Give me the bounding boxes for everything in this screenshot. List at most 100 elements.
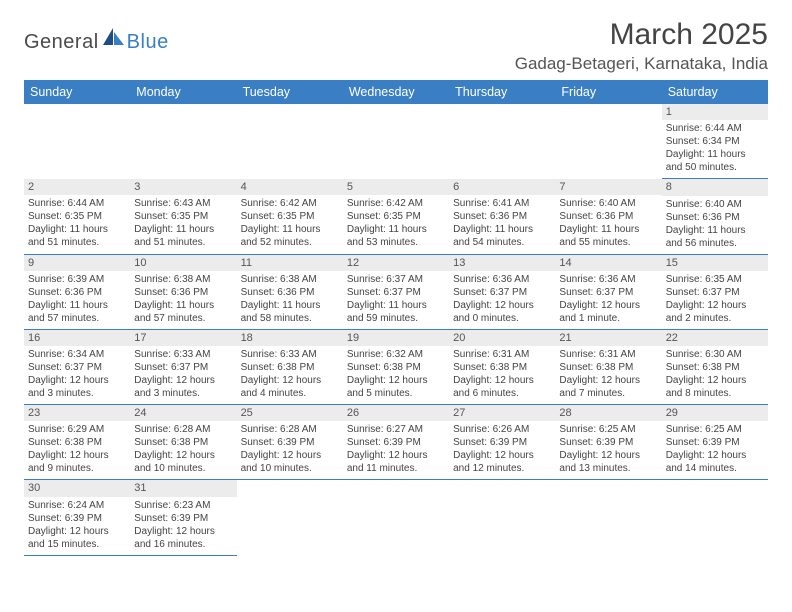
daylight-line: Daylight: 11 hours and 58 minutes. — [241, 299, 339, 325]
calendar-day-cell — [237, 104, 343, 179]
header: General Blue March 2025 Gadag-Betageri, … — [24, 18, 768, 74]
calendar-day-cell: 27Sunrise: 6:26 AMSunset: 6:39 PMDayligh… — [449, 405, 555, 480]
sunset-line: Sunset: 6:36 PM — [559, 210, 657, 223]
day-number: 6 — [449, 179, 555, 195]
day-number: 29 — [662, 405, 768, 421]
calendar-week-row: 30Sunrise: 6:24 AMSunset: 6:39 PMDayligh… — [24, 480, 768, 555]
sunrise-line: Sunrise: 6:30 AM — [666, 348, 764, 361]
calendar-day-cell: 22Sunrise: 6:30 AMSunset: 6:38 PMDayligh… — [662, 329, 768, 404]
day-number: 31 — [130, 480, 236, 496]
sunset-line: Sunset: 6:38 PM — [559, 361, 657, 374]
sunset-line: Sunset: 6:36 PM — [666, 211, 764, 224]
sunset-line: Sunset: 6:39 PM — [559, 436, 657, 449]
daylight-line: Daylight: 12 hours and 14 minutes. — [666, 449, 764, 475]
daylight-line: Daylight: 12 hours and 13 minutes. — [559, 449, 657, 475]
sail-icon — [103, 28, 125, 51]
sunrise-line: Sunrise: 6:44 AM — [28, 197, 126, 210]
sunset-line: Sunset: 6:35 PM — [347, 210, 445, 223]
sunset-line: Sunset: 6:35 PM — [134, 210, 232, 223]
sunset-line: Sunset: 6:39 PM — [241, 436, 339, 449]
calendar-week-row: 16Sunrise: 6:34 AMSunset: 6:37 PMDayligh… — [24, 329, 768, 404]
calendar-day-cell: 13Sunrise: 6:36 AMSunset: 6:37 PMDayligh… — [449, 254, 555, 329]
weekday-header-row: SundayMondayTuesdayWednesdayThursdayFrid… — [24, 80, 768, 104]
calendar-day-cell: 19Sunrise: 6:32 AMSunset: 6:38 PMDayligh… — [343, 329, 449, 404]
day-number: 19 — [343, 330, 449, 346]
day-number: 26 — [343, 405, 449, 421]
calendar-day-cell: 1 Sunrise: 6:44 AMSunset: 6:34 PMDaylight… — [662, 104, 768, 179]
calendar-day-cell: 2Sunrise: 6:44 AMSunset: 6:35 PMDaylight… — [24, 179, 130, 254]
day-number: 14 — [555, 255, 661, 271]
sunrise-line: Sunrise: 6:36 AM — [559, 273, 657, 286]
calendar-week-row: 23Sunrise: 6:29 AMSunset: 6:38 PMDayligh… — [24, 405, 768, 480]
day-number: 21 — [555, 330, 661, 346]
sunset-line: Sunset: 6:37 PM — [347, 286, 445, 299]
daylight-line: Daylight: 12 hours and 12 minutes. — [453, 449, 551, 475]
calendar-day-cell: 7Sunrise: 6:40 AMSunset: 6:36 PMDaylight… — [555, 179, 661, 254]
calendar-day-cell: 11Sunrise: 6:38 AMSunset: 6:36 PMDayligh… — [237, 254, 343, 329]
daylight-line: Daylight: 12 hours and 10 minutes. — [241, 449, 339, 475]
daylight-line: Daylight: 12 hours and 6 minutes. — [453, 374, 551, 400]
calendar-day-cell: 6Sunrise: 6:41 AMSunset: 6:36 PMDaylight… — [449, 179, 555, 254]
sunrise-line: Sunrise: 6:40 AM — [559, 197, 657, 210]
sunset-line: Sunset: 6:39 PM — [347, 436, 445, 449]
calendar-day-cell — [449, 480, 555, 555]
brand-word-2: Blue — [127, 31, 169, 54]
calendar-day-cell: 31Sunrise: 6:23 AMSunset: 6:39 PMDayligh… — [130, 480, 236, 555]
calendar-day-cell — [237, 480, 343, 555]
calendar-body: 1Sunrise: 6:44 AMSunset: 6:34 PMDaylight… — [24, 104, 768, 555]
weekday-header: Friday — [555, 80, 661, 104]
sunrise-line: Sunrise: 6:44 AM — [666, 122, 764, 135]
sunrise-line: Sunrise: 6:32 AM — [347, 348, 445, 361]
day-number: 10 — [130, 255, 236, 271]
day-number: 8 — [662, 179, 768, 195]
sunrise-line: Sunrise: 6:36 AM — [453, 273, 551, 286]
calendar-day-cell — [343, 480, 449, 555]
sunset-line: Sunset: 6:39 PM — [28, 512, 126, 525]
calendar-day-cell: 24Sunrise: 6:28 AMSunset: 6:38 PMDayligh… — [130, 405, 236, 480]
daylight-line: Daylight: 12 hours and 4 minutes. — [241, 374, 339, 400]
sunrise-line: Sunrise: 6:41 AM — [453, 197, 551, 210]
calendar-day-cell: 23Sunrise: 6:29 AMSunset: 6:38 PMDayligh… — [24, 405, 130, 480]
location-label: Gadag-Betageri, Karnataka, India — [515, 54, 768, 74]
day-number: 12 — [343, 255, 449, 271]
calendar-day-cell: 3Sunrise: 6:43 AMSunset: 6:35 PMDaylight… — [130, 179, 236, 254]
daylight-line: Daylight: 11 hours and 51 minutes. — [134, 223, 232, 249]
daylight-line: Daylight: 12 hours and 8 minutes. — [666, 374, 764, 400]
weekday-header: Monday — [130, 80, 236, 104]
sunset-line: Sunset: 6:34 PM — [666, 135, 764, 148]
day-number: 11 — [237, 255, 343, 271]
day-number: 1 — [662, 104, 768, 120]
brand-word-1: General — [24, 31, 99, 54]
calendar-day-cell — [449, 104, 555, 179]
sunset-line: Sunset: 6:36 PM — [28, 286, 126, 299]
calendar-day-cell — [343, 104, 449, 179]
calendar-day-cell — [555, 480, 661, 555]
calendar-day-cell: 8Sunrise: 6:40 AMSunset: 6:36 PMDaylight… — [662, 179, 768, 254]
daylight-line: Daylight: 11 hours and 50 minutes. — [666, 148, 764, 174]
sunset-line: Sunset: 6:39 PM — [453, 436, 551, 449]
sunrise-line: Sunrise: 6:26 AM — [453, 423, 551, 436]
day-number: 16 — [24, 330, 130, 346]
title-block: March 2025 Gadag-Betageri, Karnataka, In… — [515, 18, 768, 74]
sunrise-line: Sunrise: 6:27 AM — [347, 423, 445, 436]
calendar-day-cell: 12Sunrise: 6:37 AMSunset: 6:37 PMDayligh… — [343, 254, 449, 329]
sunrise-line: Sunrise: 6:38 AM — [134, 273, 232, 286]
daylight-line: Daylight: 12 hours and 15 minutes. — [28, 525, 126, 551]
day-number: 15 — [662, 255, 768, 271]
sunset-line: Sunset: 6:38 PM — [453, 361, 551, 374]
daylight-line: Daylight: 12 hours and 3 minutes. — [28, 374, 126, 400]
sunset-line: Sunset: 6:37 PM — [28, 361, 126, 374]
calendar-week-row: 2Sunrise: 6:44 AMSunset: 6:35 PMDaylight… — [24, 179, 768, 254]
daylight-line: Daylight: 11 hours and 53 minutes. — [347, 223, 445, 249]
calendar-week-row: 1 Sunrise: 6:44 AMSunset: 6:34 PMDaylight… — [24, 104, 768, 179]
sunrise-line: Sunrise: 6:25 AM — [666, 423, 764, 436]
daylight-line: Daylight: 11 hours and 51 minutes. — [28, 223, 126, 249]
calendar-day-cell: 14Sunrise: 6:36 AMSunset: 6:37 PMDayligh… — [555, 254, 661, 329]
sunset-line: Sunset: 6:38 PM — [134, 436, 232, 449]
sunset-line: Sunset: 6:38 PM — [347, 361, 445, 374]
weekday-header: Saturday — [662, 80, 768, 104]
day-number: 9 — [24, 255, 130, 271]
sunrise-line: Sunrise: 6:33 AM — [241, 348, 339, 361]
sunrise-line: Sunrise: 6:39 AM — [28, 273, 126, 286]
day-number: 3 — [130, 179, 236, 195]
